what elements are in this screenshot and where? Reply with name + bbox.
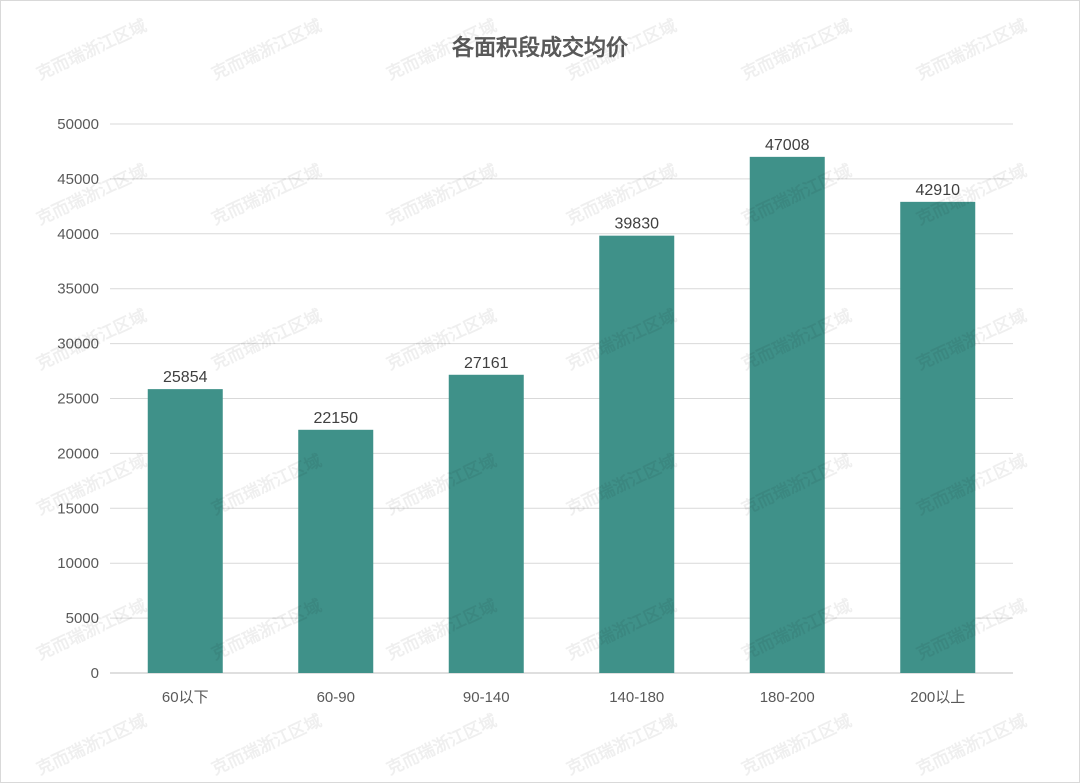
data-label: 22150	[314, 410, 359, 427]
watermark: 克而瑞浙江区域	[33, 595, 150, 664]
watermark: 克而瑞浙江区域	[738, 15, 855, 84]
bar	[448, 374, 524, 673]
y-tick-label: 5000	[66, 610, 99, 627]
bar	[298, 429, 374, 673]
watermark: 克而瑞浙江区域	[208, 160, 325, 229]
y-tick-label: 0	[91, 665, 99, 682]
bar	[900, 201, 976, 673]
y-tick-label: 25000	[57, 391, 99, 408]
x-tick-label: 60以下	[162, 689, 209, 706]
data-label: 39830	[615, 216, 660, 233]
y-tick-label: 40000	[57, 226, 99, 243]
chart-title: 各面积段成交均价	[451, 36, 628, 61]
y-tick-label: 10000	[57, 555, 99, 572]
watermark: 克而瑞浙江区域	[383, 160, 500, 229]
y-tick-label: 15000	[57, 500, 99, 517]
watermark: 克而瑞浙江区域	[738, 710, 855, 779]
watermark: 克而瑞浙江区域	[208, 710, 325, 779]
data-label: 25854	[163, 369, 208, 386]
data-label: 47008	[765, 137, 810, 154]
x-tick-label: 140-180	[609, 689, 664, 706]
bar	[147, 389, 223, 673]
watermark: 克而瑞浙江区域	[33, 710, 150, 779]
watermark: 克而瑞浙江区域	[563, 15, 680, 84]
y-tick-label: 50000	[57, 116, 99, 133]
y-tick-label: 45000	[57, 171, 99, 188]
bar	[599, 235, 675, 673]
data-label: 42910	[916, 182, 961, 199]
data-label: 27161	[464, 355, 509, 372]
watermark: 克而瑞浙江区域	[33, 305, 150, 374]
x-tick-label: 60-90	[317, 689, 355, 706]
watermark: 克而瑞浙江区域	[383, 15, 500, 84]
x-tick-label: 180-200	[760, 689, 815, 706]
watermark: 克而瑞浙江区域	[913, 15, 1030, 84]
y-tick-label: 35000	[57, 281, 99, 298]
bar	[749, 156, 825, 673]
y-tick-label: 30000	[57, 336, 99, 353]
watermark: 克而瑞浙江区域	[383, 710, 500, 779]
x-tick-label: 90-140	[463, 689, 510, 706]
watermark: 克而瑞浙江区域	[208, 305, 325, 374]
watermark: 克而瑞浙江区域	[563, 710, 680, 779]
watermark: 克而瑞浙江区域	[208, 15, 325, 84]
y-tick-label: 20000	[57, 445, 99, 462]
x-tick-label: 200以上	[910, 689, 965, 706]
watermark: 克而瑞浙江区域	[913, 710, 1030, 779]
watermark: 克而瑞浙江区域	[33, 15, 150, 84]
